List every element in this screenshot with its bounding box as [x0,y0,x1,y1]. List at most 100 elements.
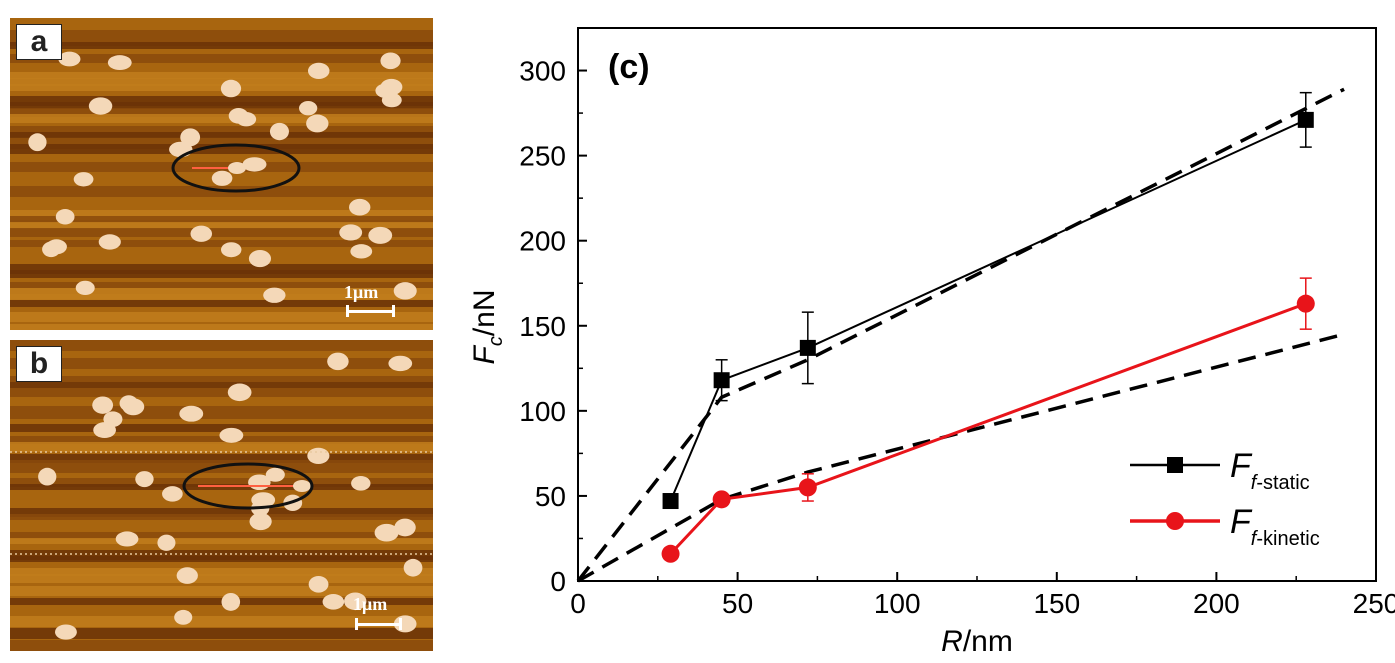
panel-label-b: b [16,346,62,382]
afm-particle [119,395,138,412]
afm-particle [55,624,77,640]
afm-particle [28,133,47,152]
friction-force-chart: 0 50 100 150 200 250 0 50 100 150 200 250 300 R/nm Fc/… [468,27,1395,658]
x-tick-label: 0 [570,588,586,619]
afm-scan-stripe [10,550,433,560]
x-tick-label: 50 [722,588,753,619]
afm-particle [374,523,399,542]
afm-scan-stripe [10,288,433,299]
afm-scan-stripe [10,376,433,382]
afm-scan-stripe [10,132,433,138]
data-point-square [1297,111,1314,128]
afm-image-a: a 1μm [10,18,433,330]
afm-scan-stripe [10,424,433,432]
legend-marker-square [1167,457,1183,473]
afm-particle [381,93,402,108]
afm-particle [221,592,241,611]
afm-scan-stripe [10,282,433,288]
legend-label: Ff-static [1230,447,1310,494]
afm-scan-stripe [10,216,433,223]
afm-particle [180,128,201,147]
afm-scan-stripe [10,358,433,369]
y-tick-label: 200 [519,226,566,257]
scale-bar-tick [346,305,349,317]
afm-scan-stripe [10,312,433,322]
afm-scan-stripe [10,436,433,444]
fit-line [577,332,1345,583]
afm-scan-stripe [10,126,433,137]
afm-scan-stripe [10,340,433,351]
scale-bar-label-b: 1μm [353,594,388,614]
x-tick-label: 200 [1193,588,1240,619]
afm-particle [236,112,257,127]
afm-scan-stripe [10,538,433,544]
data-point-square [713,372,730,389]
panel-label-c: (c) [608,48,650,86]
afm-scan-stripe [10,72,433,79]
afm-particle [249,512,272,531]
legend-marker-circle [1166,512,1184,530]
afm-particle [176,567,198,584]
data-point-circle [798,478,817,497]
afm-particle [393,282,417,300]
afm-scan-stripe [10,36,433,46]
y-tick-label: 100 [519,396,566,427]
y-tick-label: 0 [550,566,566,597]
afm-scan-stripe [10,144,433,154]
afm-scan-stripe [10,114,433,123]
afm-particle [327,352,349,371]
afm-scan-stripe [10,640,433,651]
afm-scan-stripe [10,54,433,63]
data-point-square [799,339,816,356]
afm-particle [98,234,121,250]
afm-particle [322,594,345,610]
scale-bar-b [357,623,401,626]
y-axis-label: Fc/nN [468,289,507,364]
afm-particle [227,383,252,402]
afm-scan-stripe [10,532,433,539]
afm-scan-stripe [10,382,433,388]
afm-scan-stripe [10,270,433,278]
afm-image-b: b 1μm [10,340,433,651]
y-tick-label: 50 [535,481,566,512]
afm-particle [248,249,272,268]
afm-scan-stripe [10,412,433,419]
legend-label: Ff-kinetic [1230,503,1320,550]
scale-bar-tick [392,305,395,317]
scale-bar-a [348,310,394,313]
afm-particle [403,558,423,577]
afm-particle [73,172,94,187]
afm-particle [115,531,139,547]
afm-particle [46,239,67,255]
afm-scan-stripe [10,300,433,307]
afm-particle [265,467,285,482]
afm-particle [388,355,413,372]
afm-highlight-ellipse [182,462,314,510]
afm-particle [263,287,286,303]
afm-particle [308,576,329,593]
afm-highlight-ellipse [171,143,301,193]
afm-particle [307,62,330,80]
afm-scan-stripe [10,406,433,412]
afm-particle [344,592,367,611]
series-line [669,302,1307,555]
afm-particle [339,224,363,241]
afm-scan-stripe [10,556,433,562]
afm-scan-stripe [10,574,433,583]
scale-bar-label-a: 1μm [344,282,379,302]
afm-scan-stripe [10,508,433,517]
afm-scan-stripe [10,78,433,86]
afm-scan-stripe [10,96,433,106]
afm-scan-stripe [10,598,433,605]
afm-particle [190,225,213,242]
afm-scan-stripe [10,628,433,639]
afm-particle [368,226,393,244]
afm-scan-stripe [10,442,433,452]
afm-scan-stripe [10,388,433,397]
afm-particle [211,170,233,186]
afm-particle [135,471,154,488]
afm-scan-stripe [10,240,433,247]
afm-scan-stripe [10,222,433,229]
afm-particle [349,198,371,216]
scale-bar-tick [399,618,402,630]
